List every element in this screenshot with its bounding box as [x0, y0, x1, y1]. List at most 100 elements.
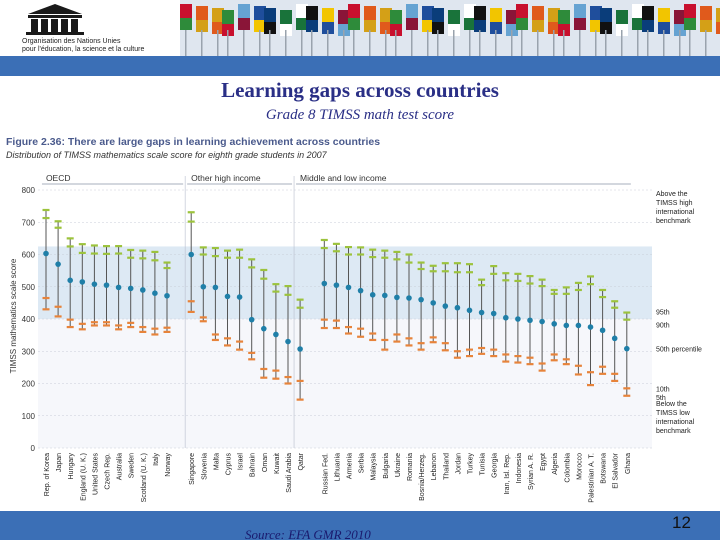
y-axis: 0 100 200 300 400 500 600 700 800: [22, 186, 36, 453]
country-marks: [514, 272, 522, 364]
y-tick-label: 200: [22, 380, 36, 389]
x-tick-label: Serbia: [359, 453, 366, 473]
x-axis-labels: Rep. of Korea Japan Hungary England (U. K.)…: [44, 452, 632, 502]
flag-pole: [385, 30, 387, 64]
country-marks: [320, 238, 328, 330]
x-tick-label: Singapore: [189, 453, 196, 485]
country-marks: [429, 264, 437, 344]
x-tick-label: Bahrain: [250, 453, 257, 477]
country-marks: [284, 285, 292, 385]
country-marks: [66, 237, 74, 329]
flag-shape: [532, 20, 544, 32]
flag-shape: [590, 20, 602, 32]
flag-pole: [605, 30, 607, 64]
flag-pole: [679, 30, 681, 64]
flag-pole: [285, 30, 287, 64]
median-dot: [224, 293, 231, 300]
flag-pole: [469, 30, 471, 64]
flag-pole: [259, 30, 261, 64]
flag-shape: [716, 8, 720, 34]
band-low: [38, 319, 652, 448]
x-tick-label: Syrian A. R.: [528, 453, 535, 490]
flag-pole: [553, 30, 555, 64]
x-tick-label: El Salvador: [613, 452, 620, 488]
country-marks: [574, 281, 582, 376]
flag-shape: [642, 20, 654, 32]
median-dot: [418, 296, 424, 303]
country-marks: [332, 242, 340, 330]
flag-pole: [411, 30, 413, 64]
x-tick-label: Czech Rep.: [105, 453, 112, 490]
median-dot: [91, 281, 98, 287]
flag-pole: [395, 30, 397, 64]
median-dot: [333, 282, 340, 288]
median-dot: [478, 309, 485, 316]
x-tick-label: Kuwait: [274, 453, 281, 474]
median-dot: [406, 295, 412, 301]
flag-shape: [490, 22, 502, 34]
country-marks: [417, 261, 425, 351]
x-tick-label: Bulgaria: [383, 453, 390, 479]
country-marks: [78, 243, 86, 331]
x-tick-label: Australia: [117, 453, 124, 480]
country-marks: [623, 311, 631, 397]
median-dot: [611, 335, 618, 342]
country-marks: [599, 288, 607, 375]
country-marks: [236, 248, 244, 351]
flag-pole: [185, 30, 187, 64]
country-marks: [248, 258, 256, 361]
flag-shape: [406, 18, 418, 30]
median-dot: [261, 325, 267, 332]
median-dot: [382, 292, 388, 299]
top-blue-bar: [0, 56, 720, 76]
x-tick-label: Algeria: [552, 453, 559, 475]
country-marks: [453, 262, 461, 359]
country-marks: [478, 278, 486, 355]
x-tick-label: Armenia: [347, 453, 354, 479]
x-tick-label: Botswana: [601, 453, 608, 484]
median-dot: [285, 338, 291, 345]
median-dot: [442, 303, 449, 309]
x-tick-label: Romania: [407, 453, 414, 481]
flag-shape: [254, 20, 266, 32]
flag-shape: [516, 18, 528, 30]
flag-pole: [427, 30, 429, 64]
legend-text: 90th: [656, 323, 670, 330]
flag-pole: [595, 30, 597, 64]
group-labels: OECD Other high income Middle and low inco…: [46, 173, 387, 183]
median-dot: [248, 316, 255, 323]
country-marks: [381, 249, 389, 351]
x-tick-label: Malta: [213, 453, 220, 470]
x-tick-label: Lebanon: [431, 453, 438, 480]
median-dot: [43, 250, 49, 257]
x-tick-label: England (U. K.): [80, 453, 87, 501]
country-marks: [199, 246, 207, 323]
country-marks: [550, 288, 558, 362]
median-dot: [115, 284, 122, 291]
x-tick-label: Palestinian A. T.: [589, 453, 596, 503]
x-tick-label: United States: [92, 453, 99, 496]
y-tick-label: 400: [22, 315, 36, 324]
x-tick-label: Russian Fed.: [322, 453, 329, 494]
slide-subtitle: Grade 8 TIMSS math test score: [265, 107, 455, 123]
x-tick-label: Ghana: [625, 453, 632, 474]
flag-pole: [227, 30, 229, 64]
org-line-2: pour l'éducation, la science et la cultu…: [22, 46, 145, 53]
legend-text: 10th: [656, 386, 670, 393]
flag-pole: [479, 30, 481, 64]
flag-shape: [296, 18, 308, 30]
flag-pole: [621, 30, 623, 64]
page-number: 12: [672, 513, 691, 532]
median-dot: [212, 284, 219, 291]
flag-shape: [600, 22, 612, 34]
header-banner: Organisation des Nations Unies pour l'éd…: [0, 0, 720, 64]
flag-shape: [548, 22, 560, 34]
median-dot: [164, 292, 170, 299]
x-tick-label: Slovenia: [201, 453, 208, 480]
x-tick-label: Bosnia/Herzeg.: [419, 453, 426, 501]
country-marks: [526, 275, 534, 366]
country-marks: [405, 253, 413, 347]
country-marks: [466, 263, 473, 358]
median-dot: [103, 282, 110, 288]
legend-text: TIMSS low: [656, 410, 691, 417]
